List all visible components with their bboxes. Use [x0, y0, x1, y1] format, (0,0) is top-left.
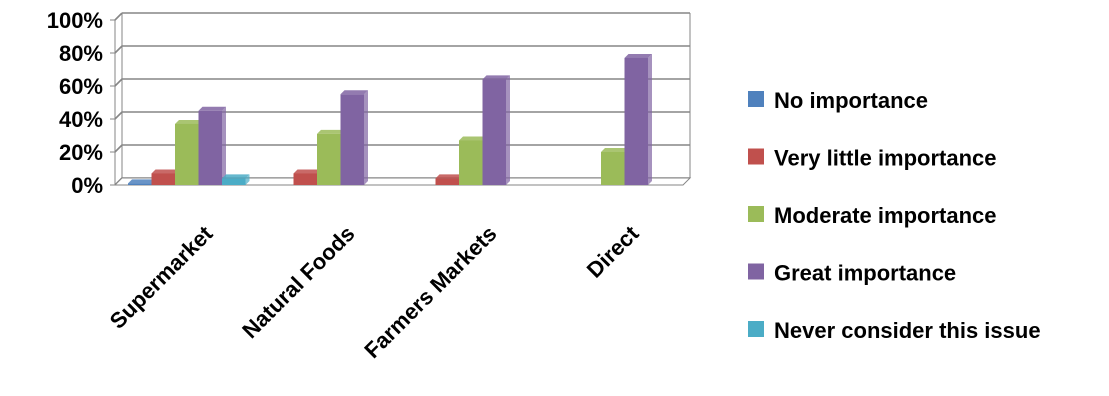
bar-side [506, 75, 510, 185]
y-tick-label: 40% [59, 107, 103, 132]
bar-top [340, 90, 368, 95]
bar-front [624, 57, 648, 186]
bar-front [435, 178, 459, 185]
legend-swatch [748, 91, 764, 107]
legend-item: Great importance [748, 261, 956, 286]
bar-side [222, 106, 226, 185]
legend-label: Great importance [774, 261, 956, 286]
bar [624, 53, 652, 186]
bar-top [222, 174, 250, 179]
y-tick-label: 80% [59, 41, 103, 66]
bar-front [317, 133, 341, 185]
y-tick-label: 0% [71, 173, 103, 198]
legend-swatch [748, 263, 764, 280]
bar-top [151, 169, 179, 174]
bar-top [482, 75, 510, 80]
axes [110, 19, 692, 186]
y-tick-label: 20% [59, 140, 103, 165]
y-tick-label: 60% [59, 74, 103, 99]
x-tick-label: Supermarket [105, 220, 218, 333]
legend: No importance Very little importance Moder… [748, 88, 1041, 343]
bar-top [128, 179, 156, 184]
bar [198, 106, 226, 185]
x-tick-label: Natural Foods [237, 221, 359, 343]
bar [340, 90, 368, 185]
bar-top [293, 169, 321, 174]
gridline-depth [114, 78, 123, 87]
bar [435, 174, 463, 185]
bar-side [648, 53, 652, 186]
legend-item: Moderate importance [748, 203, 997, 228]
bar-top [317, 129, 345, 134]
legend-item: Very little importance [748, 146, 997, 171]
bar-top [624, 53, 652, 58]
bar [222, 174, 250, 185]
x-tick-label: Farmers Markets [359, 221, 501, 363]
bar [151, 169, 179, 185]
legend-swatch [748, 148, 764, 165]
legend-label: No importance [774, 88, 928, 113]
legend-label: Very little importance [774, 146, 997, 171]
gridline-depth [114, 144, 123, 153]
legend-item: Never consider this issue [748, 318, 1041, 343]
gridline-depth [114, 12, 123, 21]
bar [175, 119, 203, 185]
gridline-depth [114, 111, 123, 120]
x-tick-label: Direct [582, 220, 644, 282]
bar-front [175, 123, 199, 185]
gridline-depth [114, 45, 123, 54]
bar-side [364, 90, 368, 185]
x-tick-labels: Supermarket Natural Foods Farmers Markets D… [105, 220, 644, 363]
bar [293, 169, 321, 185]
legend-label: Moderate importance [774, 203, 997, 228]
y-tick-label: 100% [47, 8, 103, 33]
bar-top [459, 136, 487, 141]
bar-front [128, 183, 152, 185]
y-tick-labels: 0% 20% 40% 60% 80% 100% [47, 8, 103, 198]
bar-front [482, 79, 506, 185]
bar-front [151, 173, 175, 185]
bar [601, 148, 629, 185]
legend-item: No importance [748, 88, 928, 113]
bar-top [435, 174, 463, 179]
bar-front [459, 140, 483, 185]
legend-label: Never consider this issue [774, 318, 1041, 343]
bar-front [293, 173, 317, 185]
bar-front [198, 110, 222, 185]
bar-front [222, 178, 246, 185]
bar-top [175, 119, 203, 124]
legend-swatch [748, 321, 764, 337]
bar-side [245, 174, 250, 185]
bar [482, 75, 510, 185]
legend-swatch [748, 206, 764, 222]
bar-top [198, 106, 226, 111]
bar [459, 136, 487, 185]
bar-front [340, 94, 364, 185]
bar-front [601, 152, 625, 185]
bar [128, 179, 156, 185]
bar-top [601, 148, 629, 152]
bars [128, 53, 652, 186]
bar [317, 129, 345, 185]
